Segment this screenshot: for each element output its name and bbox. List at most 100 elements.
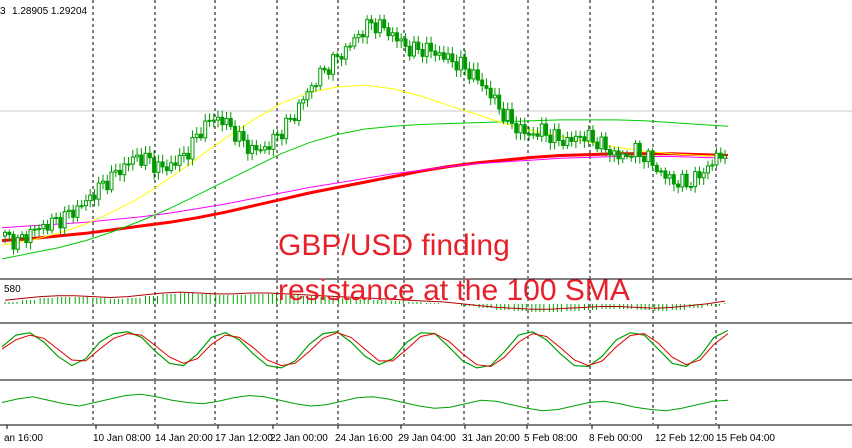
candle-body [71, 209, 76, 218]
candle-body [262, 146, 267, 151]
candle-body [339, 56, 344, 60]
candle-body [531, 133, 536, 136]
candle-body [403, 38, 408, 47]
candle-body [522, 124, 527, 135]
headline-line-2: resistance at the 100 SMA [278, 274, 630, 307]
stochastic-d-line [1, 332, 729, 368]
candle-body [58, 216, 63, 229]
x-axis-ticks: an 16:00 10 Jan 08:00 14 Jan 20:00 17 Jan 1… [4, 425, 775, 444]
candle-body [135, 154, 140, 158]
candle-body [386, 27, 391, 37]
candle-body [305, 91, 310, 101]
candle-body [471, 69, 476, 80]
x-tick-label: 5 Feb 08:00 [524, 433, 578, 444]
candle-body [654, 164, 659, 172]
x-tick-label: an 16:00 [4, 433, 43, 444]
candle-body [458, 56, 463, 71]
moving-average-line [1, 156, 729, 229]
candle-body [220, 116, 225, 126]
candle-body [152, 157, 157, 173]
candle-body [582, 136, 587, 142]
candle-body [348, 45, 353, 48]
candle-body [599, 136, 604, 150]
candle-body [688, 186, 693, 189]
candle-body [275, 133, 280, 136]
candle-body [203, 120, 208, 139]
candle-body [245, 139, 250, 154]
candle-body [667, 174, 672, 179]
candle-body [701, 172, 706, 179]
candle-body [475, 69, 480, 81]
stochastic-panel [1, 324, 729, 379]
candle-body [369, 19, 374, 24]
candle-body [625, 153, 630, 157]
x-tick-label: 8 Feb 00:00 [589, 433, 643, 444]
candle-body [505, 109, 510, 121]
candle-body [173, 162, 178, 166]
candle-body [113, 169, 118, 173]
candle-body [139, 154, 144, 166]
candle-body [147, 152, 152, 159]
candle-body [480, 79, 485, 87]
candle-body [671, 174, 676, 185]
candle-body [407, 45, 412, 57]
candle-body [45, 223, 50, 231]
candle-body [556, 129, 561, 141]
candle-body [616, 150, 621, 160]
candle-body [241, 131, 246, 141]
candle-body [650, 150, 655, 166]
candle-body [488, 87, 493, 99]
x-tick-label: 10 Jan 08:00 [93, 433, 151, 444]
candle-body [603, 136, 608, 151]
candle-body [331, 54, 336, 75]
candle-body [590, 129, 595, 143]
candle-body [663, 170, 668, 179]
candle-body [433, 50, 438, 56]
x-tick-label: 22 Jan 00:00 [270, 433, 328, 444]
candle-body [497, 94, 502, 110]
candle-body [637, 142, 642, 158]
candle-body [24, 234, 29, 244]
candle-body [211, 119, 216, 122]
candle-body [544, 123, 549, 136]
candle-body [352, 37, 357, 47]
candle-body [548, 134, 553, 143]
candle-body [143, 152, 148, 166]
x-tick-label: 17 Jan 12:00 [215, 433, 273, 444]
candle-body [160, 161, 165, 168]
candle-body [32, 228, 37, 231]
candle-body [705, 165, 710, 174]
candle-body [411, 41, 416, 57]
candle-body [228, 118, 233, 127]
candle-body [463, 56, 468, 70]
candle-body [697, 171, 702, 179]
macd-panel: 580 [4, 280, 726, 322]
candle-body [292, 118, 297, 122]
candle-body [629, 155, 634, 158]
candle-body [446, 53, 451, 60]
candle-body [595, 141, 600, 150]
moving-average-line [1, 84, 729, 246]
candle-body [382, 19, 387, 29]
rsi-line [1, 393, 729, 412]
candle-body [267, 146, 272, 150]
candle-body [373, 22, 378, 34]
candle-body [326, 69, 331, 75]
candle-body [20, 234, 25, 239]
candle-body [254, 144, 259, 151]
candle-body [190, 137, 195, 160]
candle-body [250, 144, 255, 154]
candle-body [539, 123, 544, 137]
candle-body [390, 32, 395, 37]
candle-body [646, 150, 651, 163]
candle-body [301, 99, 306, 104]
candle-body [416, 41, 421, 50]
macd-gridlines [92, 280, 717, 322]
candle-body [130, 156, 135, 165]
candle-body [224, 118, 229, 126]
candle-body [122, 163, 127, 176]
candle-body [105, 180, 110, 191]
candle-body [258, 149, 263, 152]
candle-body [437, 52, 442, 56]
candle-body [207, 119, 212, 122]
